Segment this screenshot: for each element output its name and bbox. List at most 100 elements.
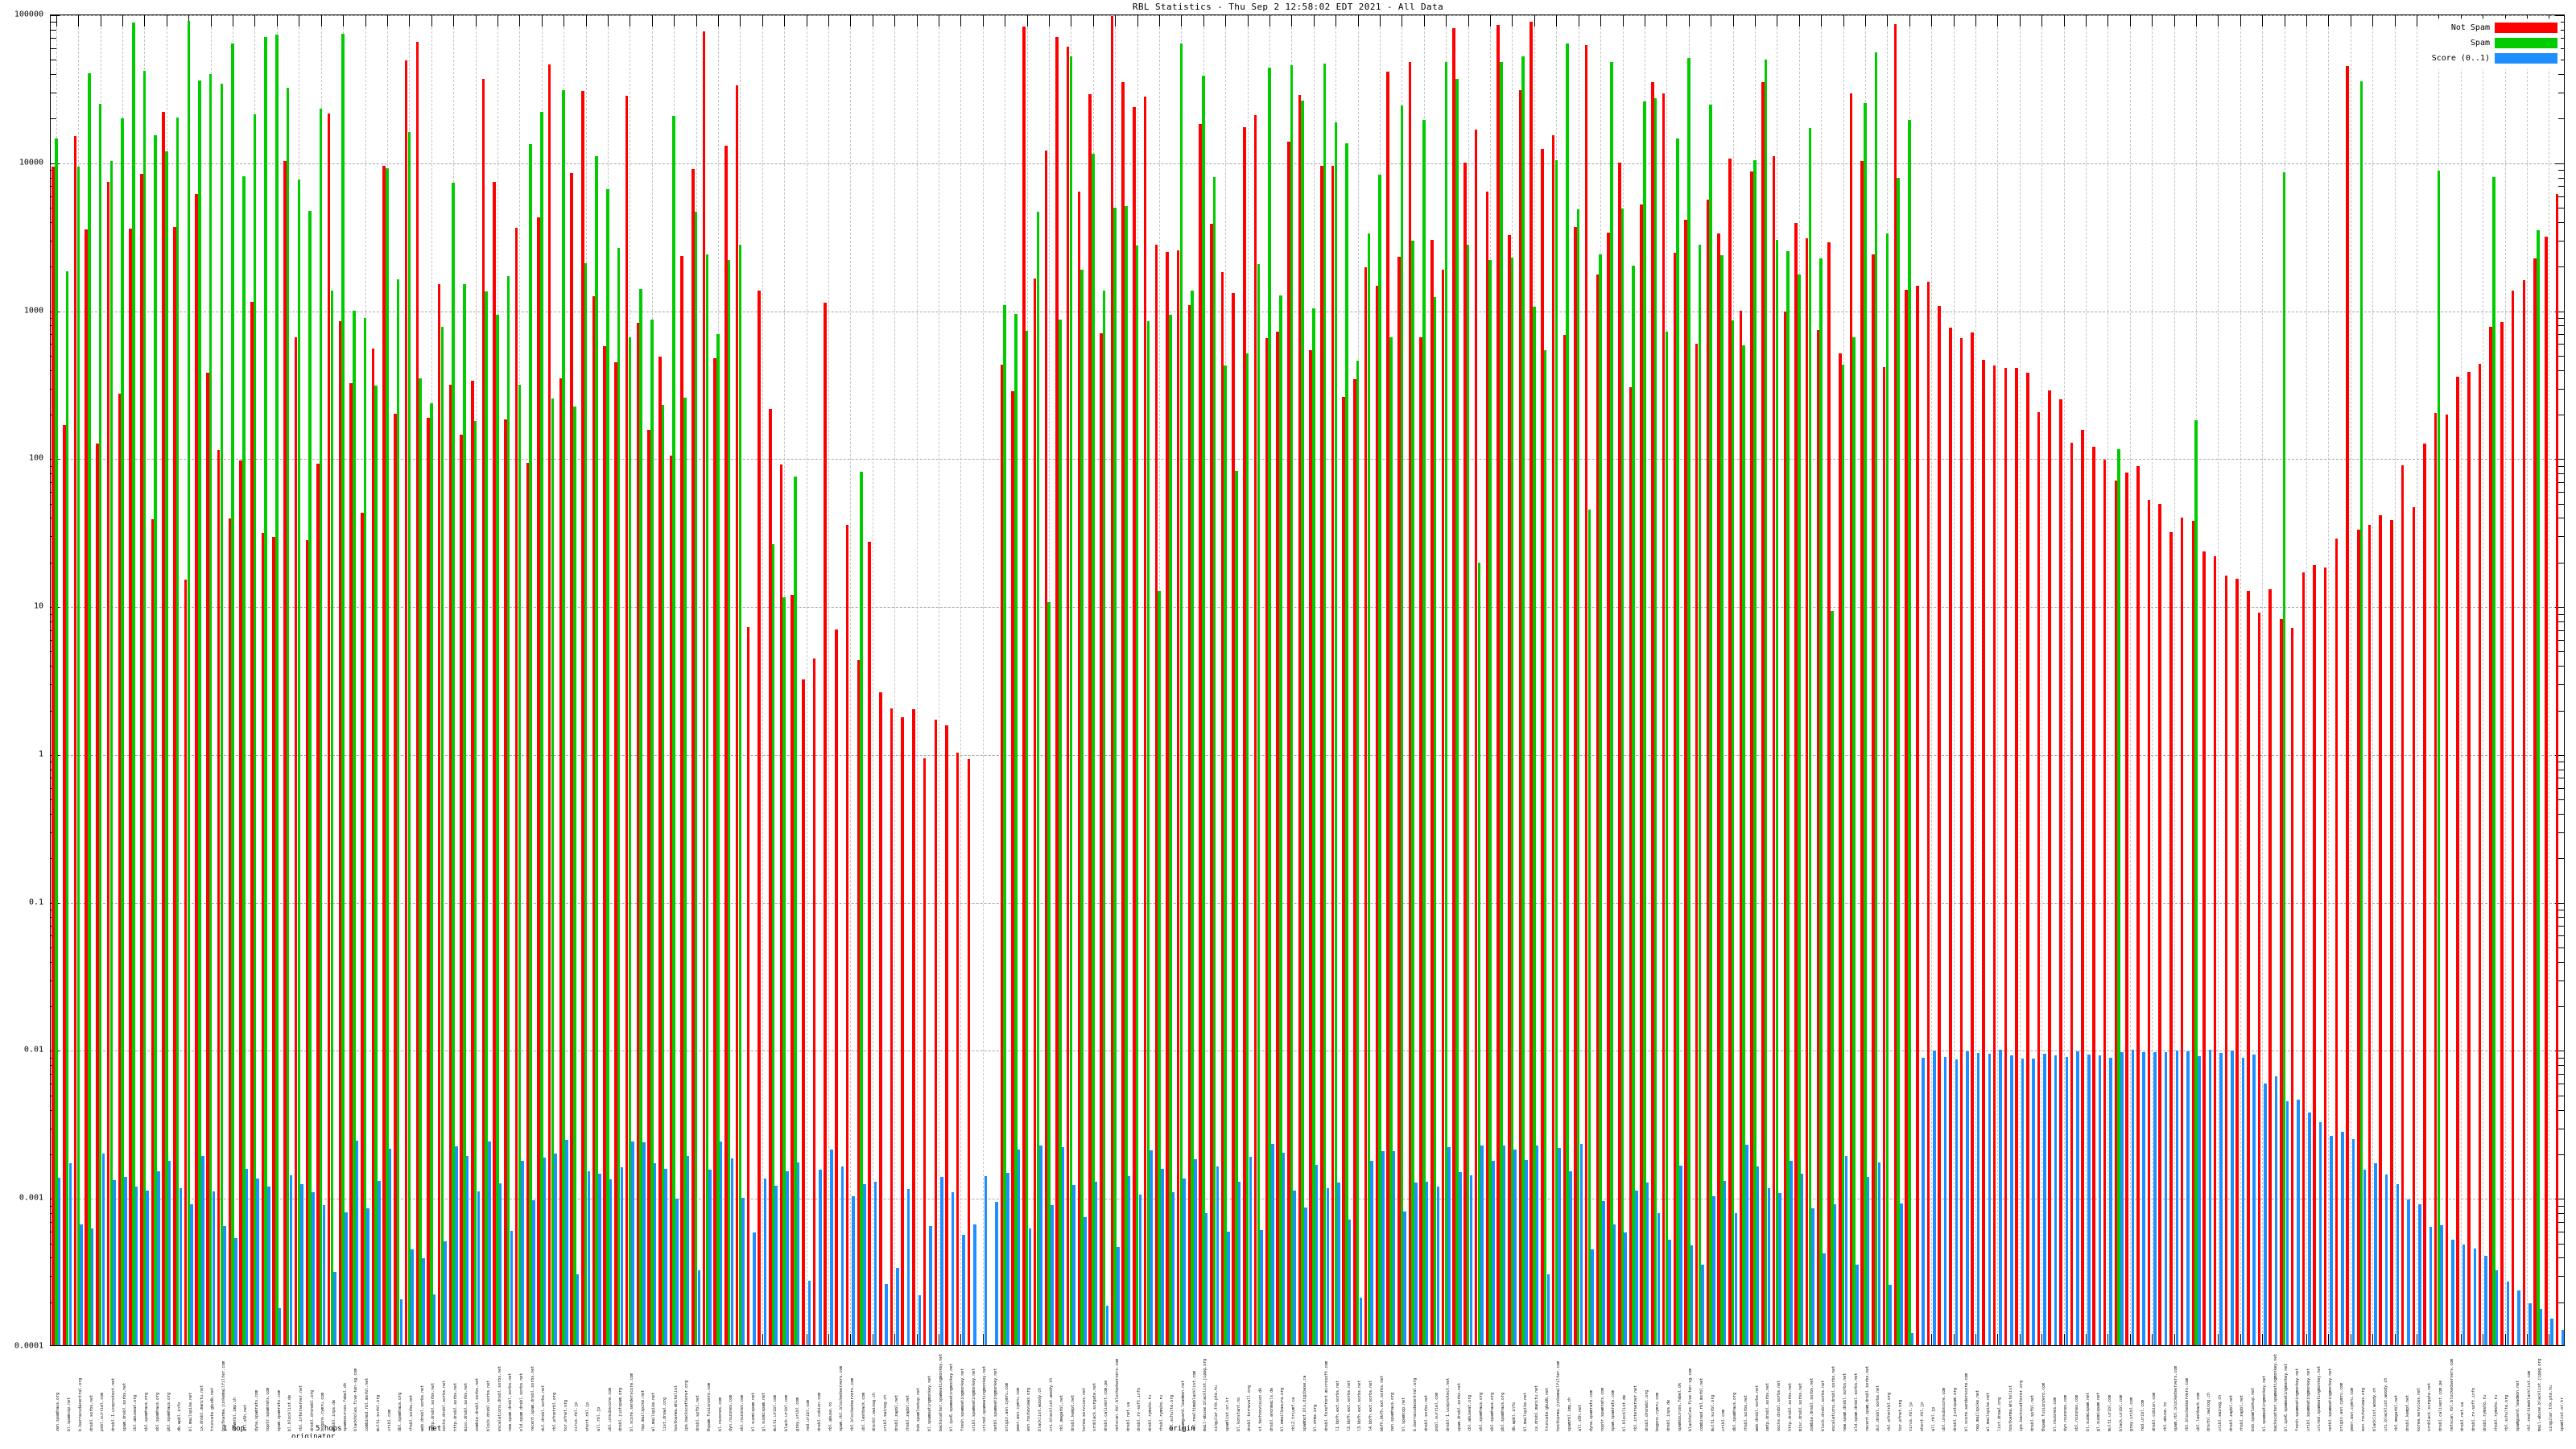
x-axis-label: dnsbl.sorbs.net: [89, 1394, 94, 1431]
bar-spam: [98, 104, 102, 1345]
x-axis-tick-top: [2019, 15, 2021, 27]
bar-spam: [716, 333, 720, 1345]
bar-spam: [297, 179, 301, 1345]
bar-not-spam: [361, 513, 364, 1345]
bar-spam: [1245, 353, 1249, 1345]
vgridline: [850, 15, 852, 1345]
bar-spam: [1069, 56, 1073, 1345]
x-axis-label: bl.konstant.no: [1236, 1397, 1241, 1431]
bar-spam: [1653, 97, 1657, 1345]
x-axis-label: backscatter.spameatingmonkey.net: [938, 1353, 943, 1431]
x-axis-tick-top: [2107, 15, 2109, 27]
y-axis-tick-right: [2558, 613, 2564, 615]
y-axis-tick-right: [2555, 754, 2564, 756]
bar-spam: [1897, 177, 1900, 1345]
bar-score: [697, 1269, 701, 1345]
bar-group: [1276, 15, 1286, 1345]
x-axis-label: origin.asn.cymru.com: [1004, 1382, 1009, 1431]
x-axis-label: spamlist.or.kr: [1224, 1397, 1230, 1431]
bar-group: [1143, 15, 1153, 1345]
y-axis-tick-right: [2558, 799, 2564, 801]
y-axis-tick-right: [2558, 473, 2564, 475]
bar-score: [1458, 1172, 1462, 1345]
bar-not-spam: [1915, 285, 1919, 1345]
bar-group: [1684, 15, 1694, 1345]
x-axis-label: origin.asn.cymru.com: [2339, 1382, 2344, 1431]
x-axis-label: misc.dnsbl.sorbs.net: [1798, 1382, 1804, 1431]
bar-group: [2147, 15, 2157, 1345]
bar-spam: [1907, 119, 1911, 1345]
x-axis-label: rbl.schulte.org: [2504, 1394, 2510, 1431]
bar-spam: [2282, 172, 2286, 1345]
x-axis-label: ix.dnsbl.manitu.net: [1534, 1385, 1539, 1431]
x-axis-label: dnsbl.dronebl.org: [309, 1389, 315, 1431]
bar-not-spam: [868, 541, 871, 1345]
bar-group: [1673, 15, 1682, 1345]
x-axis-label: bl.suomispam.net: [750, 1392, 756, 1431]
bar-not-spam: [1077, 191, 1081, 1345]
x-axis-tick-bottom: [2394, 1334, 2396, 1345]
x-axis-label: blacklist.woody.ch: [2372, 1387, 2377, 1431]
x-axis-label: dnsbl.kempt.net: [1071, 1394, 1076, 1431]
x-axis-tick-bottom: [2019, 1334, 2021, 1345]
bar-spam: [1620, 208, 1624, 1345]
x-axis-tick-top: [1423, 15, 1425, 27]
bar-group: [1905, 15, 1914, 1345]
bar-not-spam: [1662, 93, 1666, 1345]
bar-spam: [1676, 138, 1679, 1345]
y-axis-label: 10000: [19, 158, 43, 167]
bar-group: [2125, 15, 2135, 1345]
bar-score: [1999, 1050, 2002, 1345]
bar-not-spam: [2290, 627, 2294, 1345]
x-axis-tick-bottom: [2262, 1334, 2264, 1345]
bar-not-spam: [228, 518, 232, 1345]
y-axis-tick: [51, 38, 56, 39]
bar-not-spam: [1794, 223, 1798, 1345]
x-axis-label: dnsbl.kempt.net: [2405, 1394, 2410, 1431]
y-axis-tick-right: [2558, 481, 2564, 483]
bar-score: [1227, 1231, 1230, 1345]
legend-row-not-spam: Not Spam: [2432, 21, 2557, 34]
bar-score: [1370, 1160, 1373, 1345]
bar-not-spam: [2202, 551, 2206, 1345]
bar-not-spam: [1640, 204, 1643, 1345]
bar-spam: [1466, 245, 1470, 1345]
x-axis-group-note: 5 hops: [316, 1425, 342, 1433]
bar-group: [2423, 15, 2433, 1345]
x-axis-tick-top: [1931, 15, 1933, 27]
bar-spam: [727, 260, 731, 1345]
bar-not-spam: [824, 302, 828, 1345]
bar-group: [1353, 15, 1363, 1345]
bar-score: [1525, 1160, 1528, 1345]
x-axis-label: dnsbl-1.uceprotect.net: [111, 1377, 116, 1431]
bar-not-spam: [1949, 328, 1952, 1345]
bar-not-spam: [1618, 163, 1621, 1345]
x-axis-tick-top: [585, 15, 587, 27]
y-axis-tick-right: [2558, 325, 2564, 327]
bar-group: [746, 15, 756, 1345]
x-axis-label: smtp.dnsbl.sorbs.net: [431, 1382, 436, 1431]
bar-not-spam: [460, 434, 463, 1345]
x-axis-label: b.barracudacentral.org: [77, 1377, 83, 1431]
bar-not-spam: [680, 255, 683, 1345]
bar-spam: [606, 188, 609, 1345]
bar-not-spam: [2522, 279, 2526, 1345]
bar-group: [2213, 15, 2223, 1345]
bar-group: [437, 15, 447, 1345]
bar-score: [2098, 1055, 2102, 1345]
bar-spam: [1400, 105, 1404, 1345]
bar-not-spam: [338, 320, 342, 1345]
bar-group: [96, 15, 105, 1345]
bar-spam: [419, 378, 422, 1345]
bar-score: [2109, 1057, 2112, 1345]
bar-not-spam: [371, 349, 375, 1345]
bar-group: [2092, 15, 2102, 1345]
bar-not-spam: [437, 283, 441, 1345]
x-axis-label: sbl.spamhaus.org: [1479, 1392, 1484, 1431]
x-axis-group-note: origin: [1169, 1425, 1195, 1433]
x-axis-label: bl.score.senderscore.com: [629, 1373, 634, 1431]
bar-not-spam: [1706, 199, 1710, 1345]
bar-not-spam: [2158, 503, 2161, 1345]
bar-group: [1596, 15, 1605, 1345]
x-axis-tick-top: [828, 15, 829, 27]
